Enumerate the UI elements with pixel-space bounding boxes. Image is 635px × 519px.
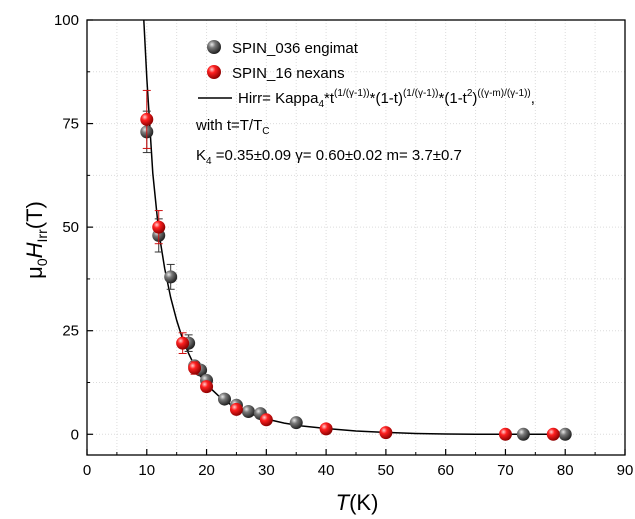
x-tick-label: 50 (378, 462, 395, 479)
y-tick-label: 75 (62, 116, 79, 133)
x-tick-label: 70 (497, 462, 514, 479)
data-point-spin036 (217, 392, 231, 406)
data-point-spin16 (259, 413, 273, 427)
data-point-spin16 (200, 380, 214, 394)
ticks: 0 10 20 30 40 50 60 70 80 90 0 25 50 75 100 (54, 12, 633, 479)
data-point-spin16 (319, 422, 333, 436)
legend-marker-spin036 (207, 40, 221, 54)
points-layer (140, 89, 572, 441)
y-tick-label: 25 (62, 323, 79, 340)
data-point-spin16 (140, 112, 154, 126)
y-tick-label: 50 (62, 219, 79, 236)
data-point-spin16 (176, 336, 190, 350)
y-axis-title: μ0HIrr(T) (22, 201, 50, 279)
legend: SPIN_036 engimat SPIN_16 nexans Hirr= Ka… (195, 40, 535, 167)
data-point-spin16 (229, 402, 243, 416)
legend-label-fit: Hirr= Kappa4*t(1/(γ-1))*(1-t)(1/(γ-1))*(… (238, 88, 535, 110)
x-tick-label: 30 (258, 462, 275, 479)
data-point-spin16 (152, 220, 166, 234)
x-tick-label: 20 (198, 462, 215, 479)
x-tick-label: 40 (318, 462, 335, 479)
x-tick-label: 60 (437, 462, 454, 479)
x-tick-label: 90 (617, 462, 634, 479)
legend-marker-spin16 (207, 65, 221, 79)
y-tick-label: 100 (54, 12, 79, 29)
legend-label-params: K4 =0.35±0.09 γ= 0.60±0.02 m= 3.7±0.7 (196, 147, 462, 167)
x-tick-label: 10 (138, 462, 155, 479)
legend-label-spin16: SPIN_16 nexans (232, 65, 345, 82)
data-point-spin16 (498, 427, 512, 441)
grid (87, 19, 625, 455)
data-point-spin036 (289, 416, 303, 430)
legend-label-spin036: SPIN_036 engimat (232, 40, 359, 57)
x-axis-title: T(K) (336, 490, 379, 515)
data-point-spin036 (516, 427, 530, 441)
data-point-spin16 (546, 427, 560, 441)
x-tick-label: 80 (557, 462, 574, 479)
data-point-spin16 (379, 426, 393, 440)
y-tick-label: 0 (71, 426, 79, 443)
x-tick-label: 0 (83, 462, 91, 479)
data-point-spin036 (558, 427, 572, 441)
data-point-spin036 (164, 270, 178, 284)
data-point-spin16 (188, 361, 202, 375)
data-point-spin036 (241, 405, 255, 418)
legend-label-with: with t=T/TC (195, 117, 270, 137)
